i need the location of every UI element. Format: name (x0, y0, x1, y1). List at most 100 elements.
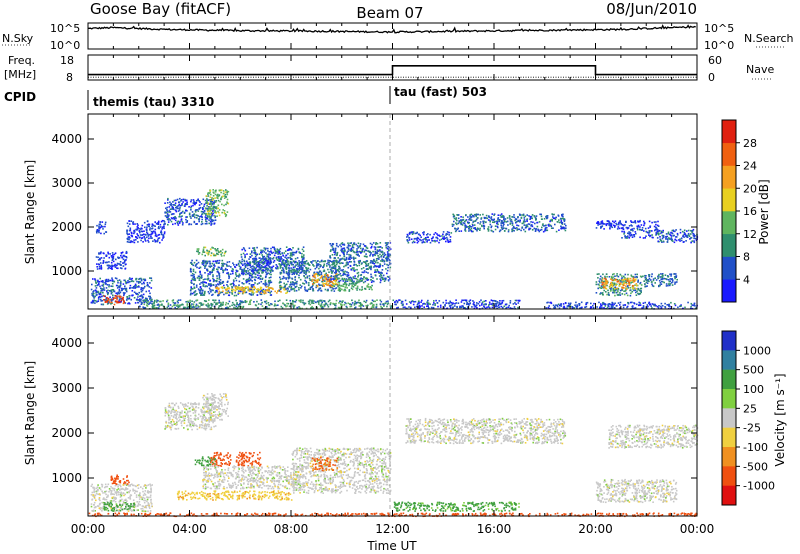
power-cell (410, 238, 413, 240)
power-cell (267, 264, 269, 267)
power-cell (294, 251, 296, 254)
power-cell (340, 262, 343, 264)
power-cell (209, 213, 212, 216)
power-cell (287, 302, 290, 305)
power-cell (210, 291, 212, 293)
power-cell (139, 305, 141, 308)
power-cell (269, 263, 271, 265)
power-cell (352, 276, 355, 278)
power-cell (513, 230, 515, 232)
power-cell (156, 223, 159, 225)
power-cell (215, 280, 218, 283)
power-cell (389, 262, 392, 265)
power-cell (211, 289, 213, 291)
power-cell (98, 267, 101, 270)
power-cell (254, 279, 257, 282)
power-cell (127, 233, 129, 236)
power-cell (146, 282, 149, 284)
power-cell (288, 264, 291, 267)
power-cell (248, 258, 250, 260)
power-cell (151, 237, 153, 239)
power-cell (348, 256, 351, 258)
power-cell (375, 242, 377, 244)
power-cell (497, 218, 499, 220)
power-cell (282, 262, 285, 264)
power-cell (239, 302, 241, 305)
power-cell (190, 271, 192, 273)
power-cell (515, 221, 518, 223)
power-cell (225, 263, 228, 266)
power-cell (343, 265, 345, 268)
power-cell (99, 285, 101, 288)
power-cell (367, 264, 370, 267)
power-cell (177, 205, 179, 207)
power-cell (452, 223, 455, 226)
power-cell (627, 287, 630, 289)
power-cell (267, 287, 270, 289)
power-cell (217, 307, 220, 309)
power-cell (97, 296, 100, 299)
power-cell (121, 289, 123, 291)
power-cell (347, 245, 350, 247)
power-cell (289, 254, 292, 257)
power-cell (176, 205, 178, 208)
power-cell (196, 299, 198, 302)
power-cell (168, 218, 170, 220)
power-cell (479, 214, 481, 216)
power-cell (616, 275, 618, 277)
power-cell (516, 227, 518, 229)
power-cell (254, 287, 256, 290)
power-cell (366, 279, 369, 281)
power-cell (505, 227, 507, 230)
power-cell (388, 253, 390, 255)
power-cell (339, 254, 341, 257)
power-cell (199, 291, 201, 294)
power-cell (410, 231, 412, 234)
power-cell (347, 247, 350, 249)
power-cell (483, 227, 485, 230)
power-cell (364, 261, 366, 264)
power-cell (260, 269, 262, 271)
power-cell (242, 278, 245, 280)
power-cell (479, 221, 482, 223)
power-cell (350, 261, 352, 263)
power-cell (186, 201, 188, 203)
power-cell (190, 287, 193, 289)
power-cell (370, 279, 372, 281)
power-cell (408, 239, 411, 241)
power-cell (138, 280, 141, 283)
power-cell (176, 300, 179, 303)
power-cell (102, 289, 105, 291)
power-cell (317, 274, 320, 276)
power-cell (366, 264, 368, 267)
power-cell (136, 229, 138, 231)
power-cell (166, 210, 169, 213)
power-cell (436, 233, 438, 235)
power-cell (314, 260, 316, 262)
power-cell (174, 202, 177, 204)
power-cell (217, 210, 219, 213)
power-cell (147, 285, 149, 287)
power-cell (203, 205, 205, 208)
power-cell (434, 240, 436, 243)
power-cell (629, 289, 631, 292)
power-cell (245, 270, 247, 273)
power-cell (199, 305, 201, 308)
power-cell (237, 274, 239, 277)
power-cell (158, 300, 161, 303)
power-cell (228, 273, 230, 276)
power-cell (330, 269, 333, 272)
power-cell (342, 272, 345, 275)
power-cell (91, 300, 94, 302)
power-cell (134, 287, 136, 289)
power-cell (417, 300, 420, 302)
power-cell (93, 290, 95, 292)
power-cell (164, 212, 166, 214)
power-cell (384, 278, 387, 281)
power-cell (324, 302, 327, 304)
power-cell (100, 232, 102, 235)
power-cell (119, 267, 122, 269)
power-cell (91, 302, 94, 304)
power-cell (125, 250, 128, 253)
power-cell (270, 281, 273, 284)
